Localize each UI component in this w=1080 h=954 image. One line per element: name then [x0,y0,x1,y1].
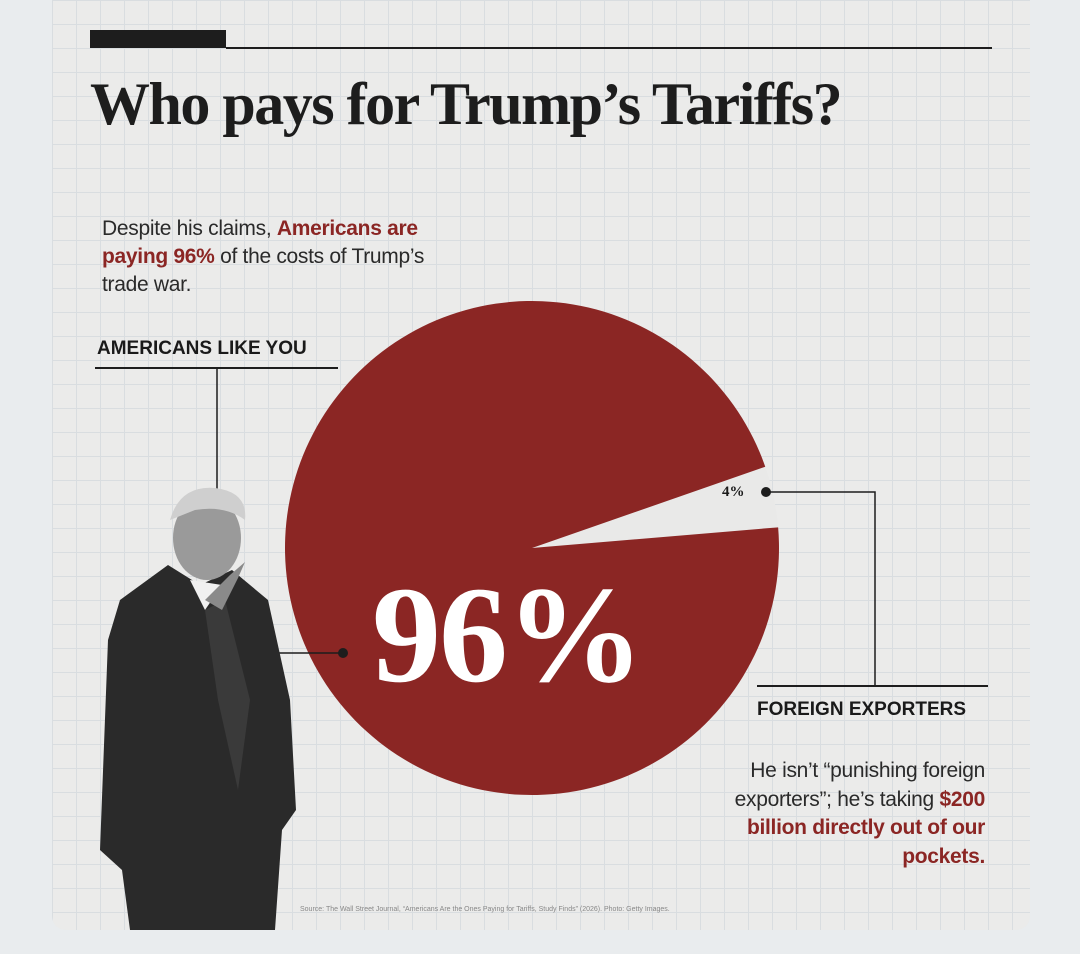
annotation: He isn’t “punishing foreign exporters”; … [690,757,986,871]
annotation-text: He isn’t “punishing foreign exporters”; … [734,759,986,811]
leader-dot [338,648,348,658]
leader-line [766,491,876,686]
pie [285,300,779,795]
subtitle: Despite his claims, Americans are paying… [102,215,432,299]
top-bar [90,30,226,48]
value-label: 96% [372,558,644,711]
annotation-highlight: $200 billion directly out of our pockets… [746,787,985,868]
category-label: FOREIGN EXPORTERS [757,699,967,720]
pie-slice [285,300,779,795]
source: Source: The Wall Street Journal, “Americ… [300,906,670,913]
subtitle-text: of the costs of Trump’s trade war. [102,245,425,296]
value-label: 4% [722,484,745,500]
category-label: AMERICANS LIKE YOU [97,338,307,359]
pie-slice [532,466,779,548]
photo [100,487,296,930]
subtitle-text: Despite his claims, [102,217,277,240]
title: Who pays for Trump’s Tariffs? [90,71,843,137]
subtitle-highlight: Americans are paying 96% [102,217,418,268]
